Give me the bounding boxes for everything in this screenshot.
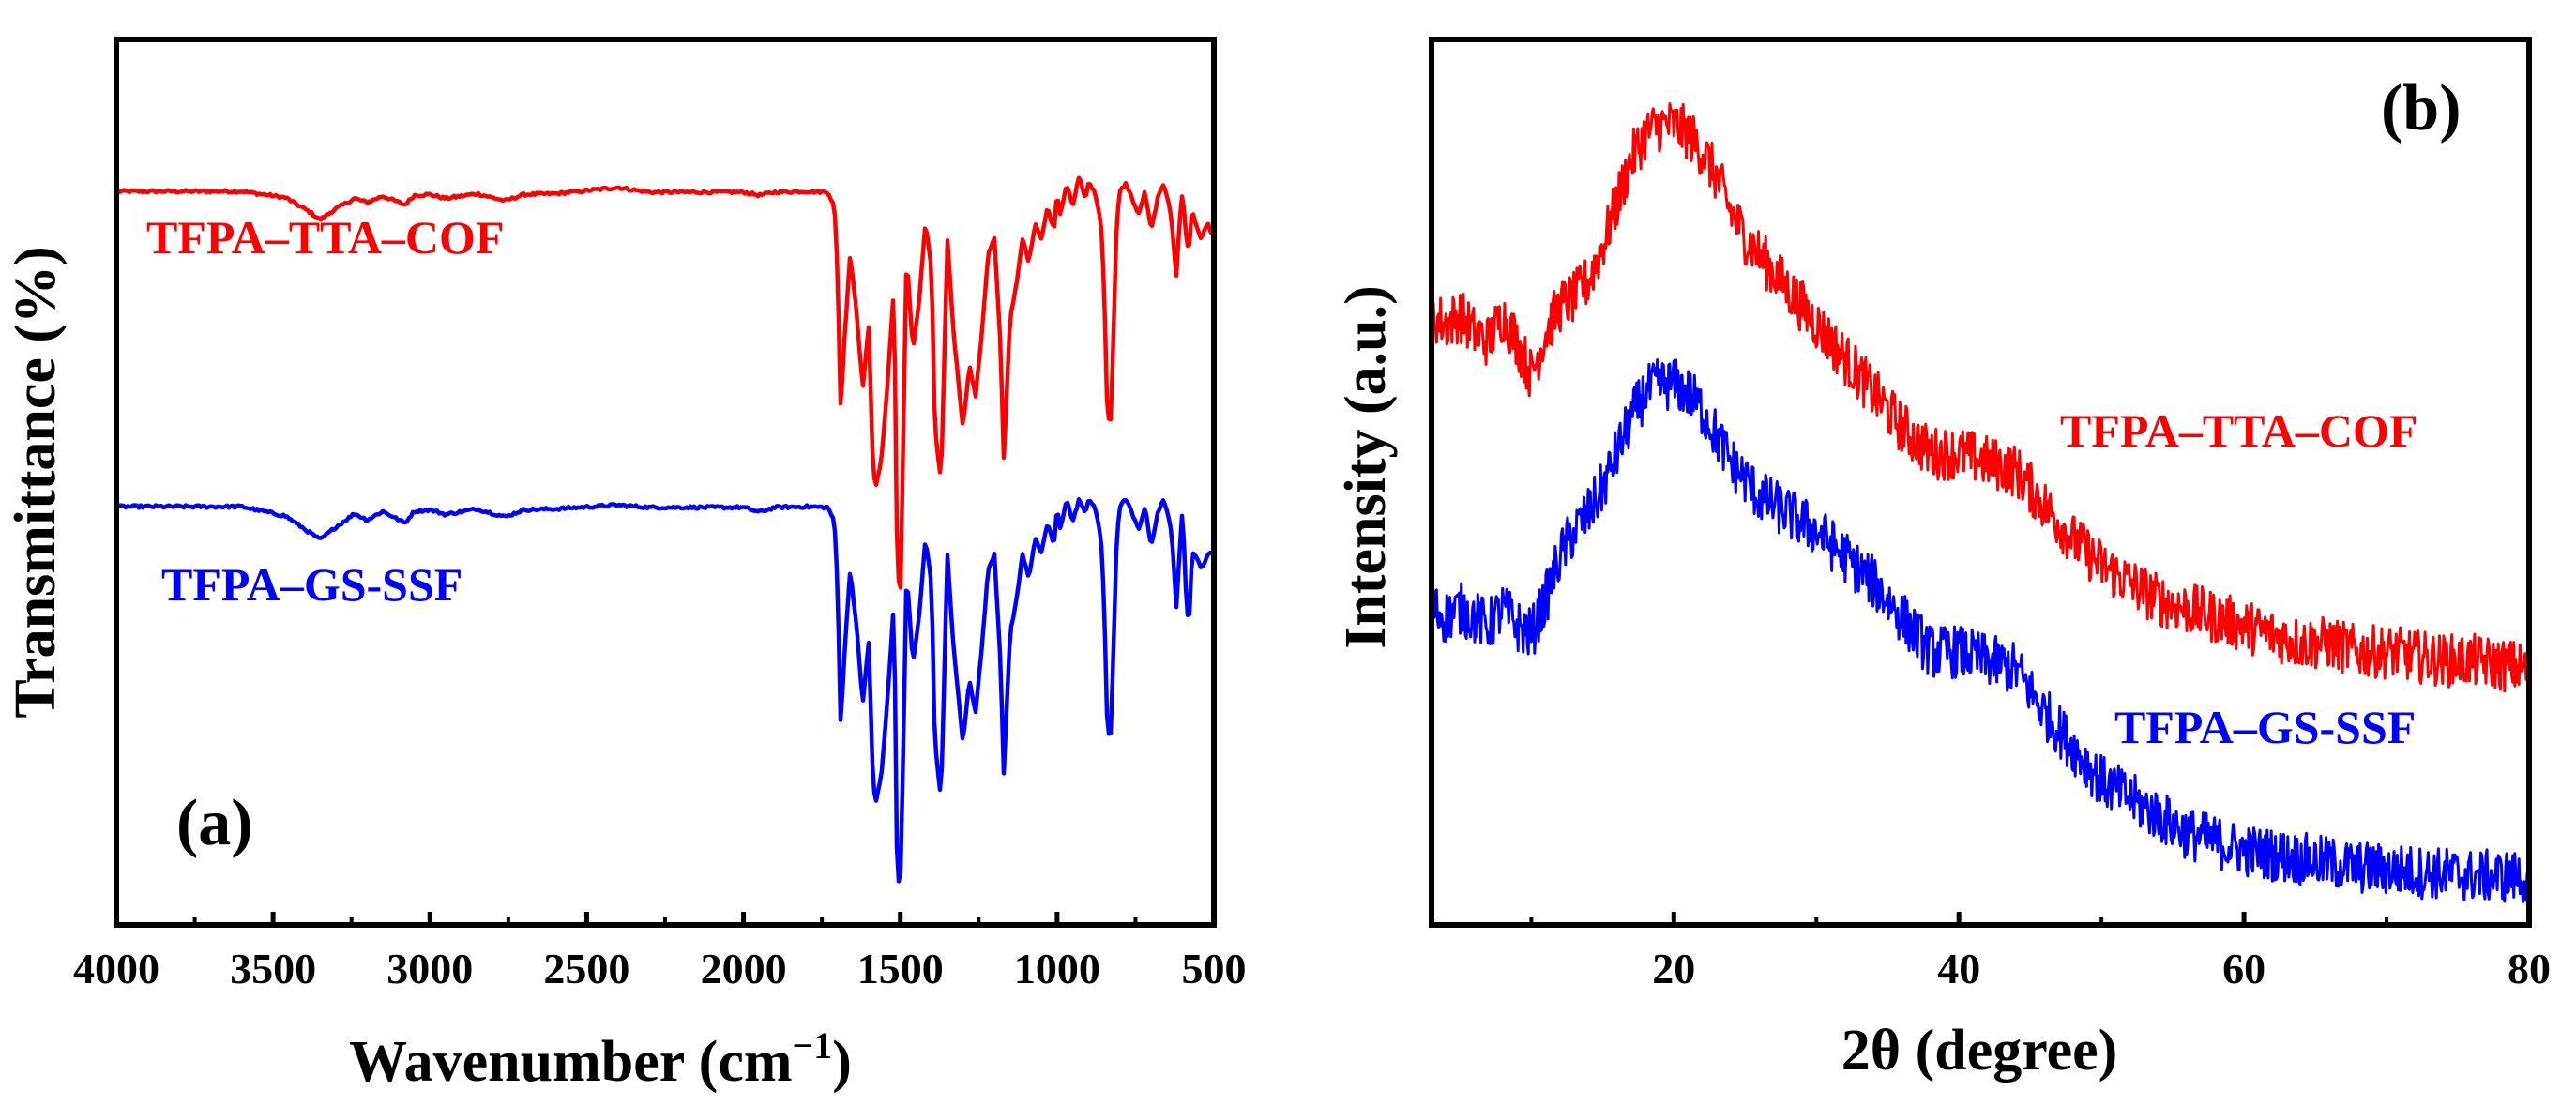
panel-a-series-line-1 — [116, 497, 1213, 884]
panel-a-plot-frame — [114, 37, 1217, 928]
panel-a-x-tick-label: 500 — [1182, 945, 1247, 992]
panel-a-x-tick-label: 1000 — [1014, 945, 1100, 992]
panel-a-x-axis-title: Wavenumber (cm−1) — [349, 1024, 852, 1094]
panel-b-x-tick-label: 80 — [2508, 945, 2551, 992]
panel-a-x-tick-label: 2000 — [701, 945, 787, 992]
panel-b-y-axis-title: Intensity (a.u.) — [1334, 285, 1398, 649]
panel-b-plot-frame — [1429, 37, 2532, 928]
panel-a-y-axis-title: Transmittance (%) — [4, 246, 68, 718]
panel-b-x-axis-title: 2θ (degree) — [1841, 1019, 2118, 1083]
panel-a-x-tick-labels: 4000 3500 3000 2500 2000 1500 1000 500 — [73, 945, 1247, 992]
panel-b-series-group — [1432, 102, 2529, 903]
panel-a-series-label-ssf: TFPA–GS-SSF — [161, 558, 462, 611]
panel-b-x-tick-label: 40 — [1937, 945, 1980, 992]
panel-a: 4000 3500 3000 2500 2000 1500 1000 500 Wavenumb… — [4, 37, 1247, 1094]
panel-a-x-tick-label: 1500 — [857, 945, 944, 992]
panel-a-x-tick-label: 2500 — [543, 945, 629, 992]
panel-b-x-tick-labels: 20 40 60 80 — [1652, 945, 2551, 992]
panel-a-x-tick-label: 4000 — [73, 945, 159, 992]
panel-b-x-tick-label: 20 — [1652, 945, 1695, 992]
panel-b-label: (b) — [2381, 72, 2462, 144]
panel-a-x-tick-label: 3500 — [230, 945, 316, 992]
panel-a-series-label-cof: TFPA–TTA–COF — [146, 211, 504, 264]
panel-b-x-ticks — [1529, 912, 2532, 925]
panel-b-series-line-1 — [1432, 358, 2529, 903]
panel-a-label: (a) — [176, 787, 253, 859]
panel-a-series-line-0 — [116, 175, 1215, 590]
panel-b-series-label-cof: TFPA–TTA–COF — [2060, 404, 2417, 457]
panel-b: 20 40 60 80 2θ (degree) Intensity (a.u.) (b… — [1334, 37, 2551, 1083]
panel-a-x-tick-label: 3000 — [386, 945, 473, 992]
panel-b-series-label-ssf: TFPA–GS-SSF — [2114, 701, 2416, 753]
panel-b-series-line-0 — [1432, 102, 2529, 693]
panel-b-x-tick-label: 60 — [2222, 945, 2265, 992]
panel-a-series-group — [116, 175, 1215, 884]
panel-a-x-ticks — [114, 912, 1217, 925]
